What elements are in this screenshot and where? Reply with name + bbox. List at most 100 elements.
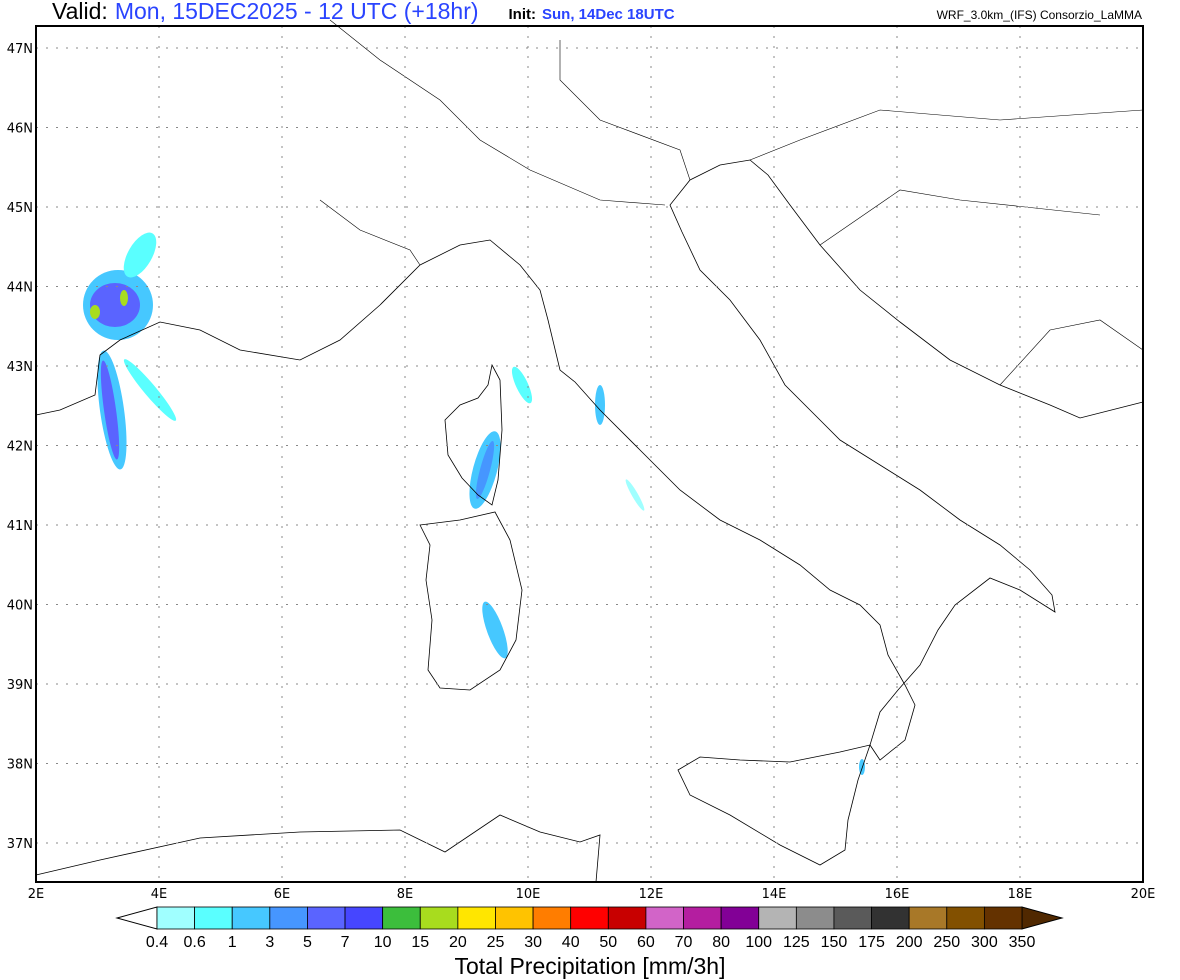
colorbar-swatch	[269, 906, 308, 930]
colorbar-swatch	[307, 906, 346, 930]
init-time: Sun, 14Dec 18UTC	[542, 6, 675, 23]
colorbar-swatch	[871, 906, 910, 930]
lon-label: 18E	[1008, 887, 1033, 902]
lon-label: 6E	[274, 887, 291, 902]
country-borders	[319, 19, 1144, 386]
coastline-sardinia	[419, 511, 523, 691]
colorbar-level-label: 20	[449, 934, 467, 951]
colorbar-swatch	[645, 906, 684, 930]
lon-label: 10E	[516, 887, 541, 902]
colorbar-swatch	[758, 906, 797, 930]
precip-area	[120, 290, 128, 306]
precip-area	[100, 360, 120, 460]
colorbar-level-label: 175	[858, 934, 885, 951]
lat-label: 46N	[7, 122, 33, 137]
header: Valid: Mon, 15DEC2025 - 12 UTC (+18hr) I…	[52, 0, 1142, 24]
valid-label: Valid:	[52, 0, 108, 24]
coastlines	[35, 19, 1144, 883]
colorbar-swatch	[231, 906, 271, 930]
colorbar-level-label: 0.6	[183, 934, 205, 951]
colorbar-level-label: 300	[971, 934, 998, 951]
colorbar-level-label: 100	[745, 934, 772, 951]
colorbar-level-label: 15	[411, 934, 429, 951]
colorbar-level-label: 250	[933, 934, 960, 951]
lon-label: 20E	[1131, 887, 1156, 902]
colorbar-swatch	[532, 906, 572, 930]
precip-area	[625, 479, 645, 511]
colorbar-swatch	[194, 906, 233, 930]
lon-label: 8E	[397, 887, 414, 902]
lat-label: 42N	[7, 440, 33, 455]
precipitation-field	[83, 232, 865, 775]
lat-label: 45N	[7, 201, 33, 216]
colorbar-level-label: 60	[637, 934, 655, 951]
colorbar-level-label: 30	[524, 934, 542, 951]
model-info: WRF_3.0km_(IFS) Consorzio_LaMMA	[936, 8, 1142, 22]
colorbar-swatch	[795, 906, 835, 930]
precip-area	[90, 283, 140, 327]
colorbar: 0.4 0.6 1 3 5 7 10 15 20 25 30 40 50 60 70 80 100 125 150 1…	[115, 906, 1064, 951]
colorbar-swatch	[983, 906, 1023, 930]
lat-label: 41N	[7, 519, 33, 534]
colorbar-swatch	[457, 906, 496, 930]
lat-label: 44N	[7, 281, 33, 296]
colorbar-swatch	[720, 906, 760, 930]
colorbar-swatch	[683, 906, 722, 930]
colorbar-level-label: 25	[487, 934, 505, 951]
lat-label: 47N	[7, 42, 33, 57]
colorbar-swatch	[908, 906, 948, 930]
lon-label: 12E	[639, 887, 664, 902]
lon-label: 2E	[28, 887, 45, 902]
colorbar-level-label: 1	[228, 934, 237, 951]
colorbar-swatch	[419, 906, 459, 930]
precip-area	[90, 305, 100, 319]
colorbar-level-label: 150	[821, 934, 848, 951]
colorbar-level-label: 125	[783, 934, 810, 951]
colorbar-swatch	[833, 906, 872, 930]
colorbar-swatch	[382, 906, 421, 930]
colorbar-level-label: 10	[374, 934, 392, 951]
init-label: Init:	[508, 6, 537, 23]
graticule	[36, 26, 1143, 882]
colorbar-swatch	[156, 906, 196, 930]
colorbar-swatch	[344, 906, 384, 930]
colorbar-level-label: 5	[303, 934, 312, 951]
lat-label: 37N	[7, 837, 33, 852]
colorbar-swatch	[607, 906, 647, 930]
coastline-mainland	[35, 159, 1144, 761]
precip-area	[595, 385, 605, 425]
lon-label: 14E	[762, 887, 787, 902]
precip-area	[123, 359, 177, 421]
map-frame	[35, 25, 1144, 883]
colorbar-swatch	[495, 906, 534, 930]
colorbar-level-label: 70	[675, 934, 693, 951]
precip-area	[482, 601, 508, 659]
colorbar-level-label: 40	[562, 934, 580, 951]
lat-label: 39N	[7, 678, 33, 693]
colorbar-over-arrow	[1021, 906, 1064, 930]
lon-label: 4E	[151, 887, 168, 902]
colorbar-level-label: 0.4	[146, 934, 168, 951]
coastline-sicily	[677, 744, 871, 866]
lat-label: 40N	[7, 599, 33, 614]
colorbar-level-label: 200	[896, 934, 923, 951]
valid-time: Mon, 15DEC2025 - 12 UTC (+18hr)	[114, 0, 479, 24]
precip-area	[511, 366, 533, 404]
lat-label: 43N	[7, 360, 33, 375]
coastline-africa	[35, 814, 601, 883]
colorbar-swatch	[946, 906, 985, 930]
colorbar-level-label: 7	[341, 934, 350, 951]
colorbar-level-label: 50	[599, 934, 617, 951]
precip-area	[475, 440, 495, 500]
colorbar-level-label: 3	[265, 934, 274, 951]
colorbar-title: Total Precipitation [mm/3h]	[454, 953, 726, 979]
colorbar-level-label: 350	[1009, 934, 1036, 951]
precip-area	[123, 232, 157, 278]
lat-label: 38N	[7, 758, 33, 773]
colorbar-swatch	[570, 906, 609, 930]
lon-label: 16E	[885, 887, 910, 902]
coastline-corsica	[444, 363, 503, 506]
colorbar-level-label: 80	[712, 934, 730, 951]
colorbar-under-arrow	[115, 906, 158, 930]
